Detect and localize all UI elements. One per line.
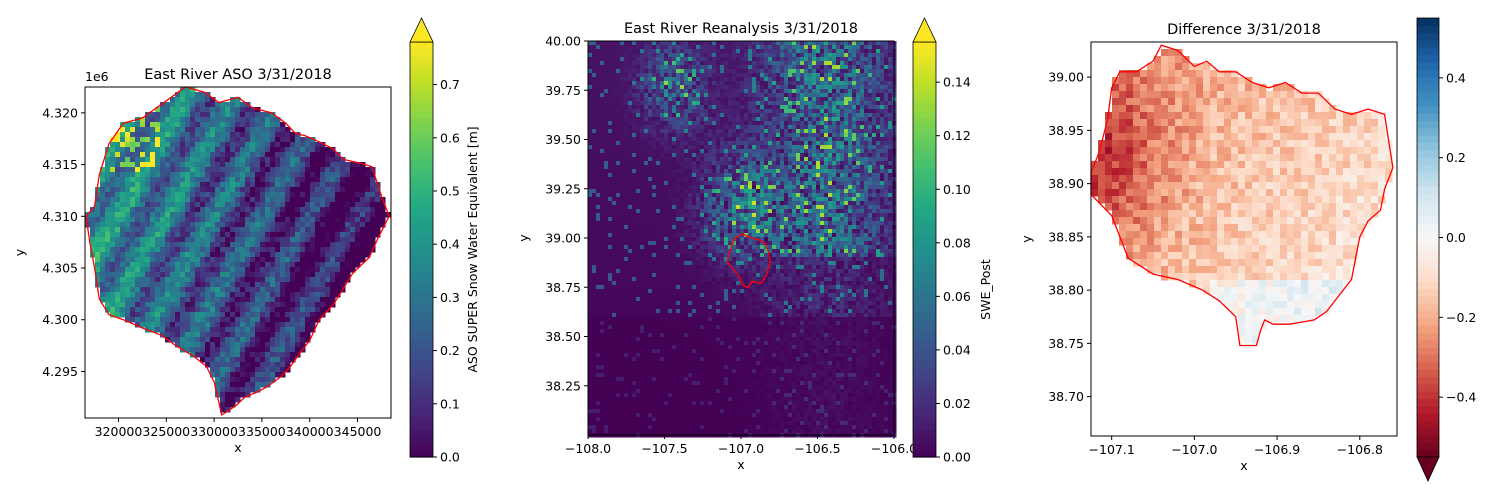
y-tick-label: 38.50 <box>545 329 581 344</box>
colorbar-tick-label: 0.7 <box>440 77 460 92</box>
y-tick-label: 4.305 <box>42 261 78 276</box>
colorbar-tick-label: 0.4 <box>1446 70 1466 85</box>
colorbar-tick-label: 0.0 <box>440 450 460 465</box>
colorbar-tick-label: 0.12 <box>943 128 971 143</box>
y-tick-label: 38.80 <box>1048 283 1084 298</box>
y-tick-label: 39.00 <box>1048 70 1084 85</box>
y-tick-label: 4.320 <box>42 105 78 120</box>
colorbar-extend-arrow <box>1416 456 1440 482</box>
colorbar: 0.0 0.1 0.2 0.3 0.4 0.5 0.6 0.7 ASO SUPER Snow W… <box>409 17 480 465</box>
x-tick-label: 325000 <box>142 424 190 439</box>
heatmap-raster <box>1091 49 1393 344</box>
x-tick-label: 345000 <box>334 424 382 439</box>
y-tick-label: 39.25 <box>545 181 581 196</box>
y-axis-label: y <box>1019 235 1034 243</box>
x-tick-label: −107.1 <box>1089 442 1135 457</box>
y-tick-label: 38.70 <box>1048 389 1084 404</box>
x-tick-label: −108.0 <box>565 441 611 456</box>
x-tick-label: −106.9 <box>1254 442 1300 457</box>
x-axis-label: x <box>1240 458 1247 473</box>
basin-outline <box>85 86 390 416</box>
colorbar-label: ASO SUPER Snow Water Equivalent [m] <box>465 126 480 372</box>
x-tick-label: 330000 <box>190 424 238 439</box>
colorbar-tick-label: 0.02 <box>943 396 971 411</box>
colorbar-tick-label: 0.10 <box>943 182 971 197</box>
x-axis-label: x <box>234 440 241 455</box>
panel-3: −107.1 −107.0 −106.9 −106.8 38.70 38.75 38.80 3… <box>1019 17 1476 482</box>
x-tick-label: 340000 <box>286 424 334 439</box>
axes-frame <box>1090 41 1398 437</box>
y-tick-label: 4.315 <box>42 157 78 172</box>
colorbar-label: SWE_Post <box>978 259 993 320</box>
heatmap-raster <box>588 41 897 438</box>
chart-title: East River ASO 3/31/2018 <box>144 67 332 83</box>
y-tick-label: 40.00 <box>545 34 581 49</box>
colorbar-tick-label: 0.00 <box>943 450 971 465</box>
axes-frame <box>84 86 392 419</box>
colorbar-tick-label: 0.06 <box>943 289 971 304</box>
colorbar-tick-label: 0.6 <box>440 130 460 145</box>
colorbar-extend-arrow <box>409 17 434 43</box>
colorbar-tick-label: 0.04 <box>943 342 971 357</box>
x-tick-label: −107.0 <box>1171 442 1217 457</box>
colorbar-tick-label: 0.2 <box>1446 150 1466 165</box>
x-tick-label: 335000 <box>238 424 286 439</box>
y-tick-label: 38.25 <box>545 378 581 393</box>
x-tick-label: −106.5 <box>794 441 840 456</box>
colorbar-tick-label: 0.5 <box>440 183 460 198</box>
colorbar-tick-label: 0.08 <box>943 235 971 250</box>
colorbar-tick-label: −0.2 <box>1446 310 1476 325</box>
y-tick-label: 39.75 <box>545 83 581 98</box>
colorbar-extend-arrow <box>912 17 937 43</box>
colorbar-tick-label: 0.4 <box>440 237 460 252</box>
y-axis-label: y <box>12 248 27 256</box>
basin-outline <box>1090 44 1394 347</box>
y-offset-label: 1e6 <box>85 69 109 84</box>
y-tick-label: 4.300 <box>42 312 78 327</box>
basin-outline <box>726 233 771 289</box>
colorbar-tick-label: −0.4 <box>1446 390 1476 405</box>
x-tick-label: 320000 <box>95 424 143 439</box>
x-tick-label: −107.0 <box>718 441 764 456</box>
panel-1: 320000 325000 330000 335000 340000 345000 4.29… <box>12 17 480 465</box>
x-axis-label: x <box>737 457 744 472</box>
y-tick-label: 38.90 <box>1048 176 1084 191</box>
chart-title: Difference 3/31/2018 <box>1167 22 1321 38</box>
colorbar-tick-label: 0.2 <box>440 343 460 358</box>
x-tick-label: −106.8 <box>1337 442 1383 457</box>
colorbar: −0.4 −0.2 0.0 0.2 0.4 <box>1416 17 1476 482</box>
colorbar-tick-label: 0.3 <box>440 290 460 305</box>
y-tick-label: 39.50 <box>545 132 581 147</box>
y-tick-label: 39.00 <box>545 231 581 246</box>
heatmap-raster <box>85 87 391 413</box>
colorbar-tick-label: 0.14 <box>943 75 971 90</box>
x-tick-label: −107.5 <box>641 441 687 456</box>
y-axis-label: y <box>516 234 531 242</box>
chart-title: East River Reanalysis 3/31/2018 <box>624 21 858 37</box>
colorbar-tick-label: 0.1 <box>440 396 460 411</box>
x-tick-label: −106.0 <box>871 441 917 456</box>
y-tick-label: 38.75 <box>545 280 581 295</box>
y-tick-label: 38.75 <box>1048 336 1084 351</box>
panel-2: −108.0 −107.5 −107.0 −106.5 −106.0 38.25 38.50… <box>516 17 993 472</box>
y-tick-label: 4.295 <box>42 364 78 379</box>
y-tick-label: 38.85 <box>1048 229 1084 244</box>
colorbar: 0.00 0.02 0.04 0.06 0.08 0.10 0.12 0.14 SWE_Post <box>912 17 993 465</box>
colorbar-tick-label: 0.0 <box>1446 230 1466 245</box>
y-tick-label: 38.95 <box>1048 123 1084 138</box>
y-tick-label: 4.310 <box>42 209 78 224</box>
